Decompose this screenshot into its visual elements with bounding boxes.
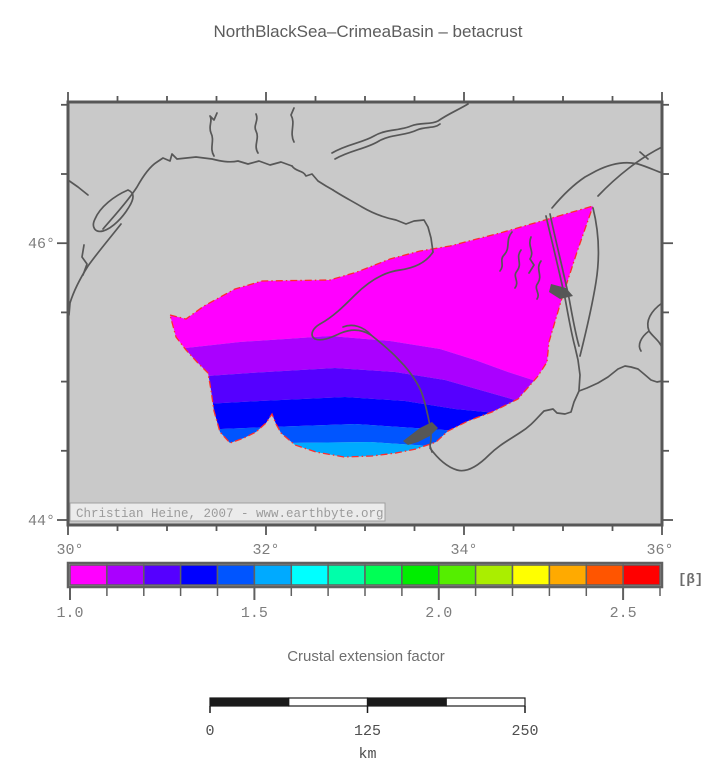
coast-northeast <box>551 146 663 209</box>
colorbar-cell <box>364 564 403 586</box>
lon-label-34: 34° <box>450 542 477 559</box>
colorbar-cell <box>69 564 108 586</box>
colorbar-cell <box>216 564 256 586</box>
coast-donuzlav-hook <box>342 324 372 336</box>
colorbar-cell <box>622 564 661 586</box>
colorbar-cell <box>290 564 329 586</box>
colorbar-cell <box>585 564 624 586</box>
watermark-text: Christian Heine, 2007 - www.earthbyte.or… <box>76 507 384 521</box>
colorbar-label-2.5: 2.5 <box>610 605 637 622</box>
coast-left-stub <box>67 179 89 196</box>
colorbar-cell <box>253 564 293 586</box>
colorbar-cell <box>143 564 182 586</box>
coast-tarkhankut <box>311 251 434 453</box>
figure-title: NorthBlackSea–CrimeaBasin – betacrust <box>214 22 523 41</box>
scale-label-125: 125 <box>354 723 381 740</box>
colorbar-label-2.0: 2.0 <box>425 605 452 622</box>
coast-south-crimea <box>429 365 663 472</box>
scale-segment-black <box>209 697 290 707</box>
colorbar-cell <box>401 564 440 586</box>
estuary-line-b <box>334 123 441 160</box>
scale-segment-white <box>288 697 369 707</box>
lon-label-36: 36° <box>646 542 673 559</box>
sivash-arrow <box>549 284 573 299</box>
colorbar-unit-label: [β] <box>678 572 703 588</box>
colorbar-cell <box>474 564 514 586</box>
coast-top-squiggle <box>290 107 295 143</box>
colorbar: 1.0 1.5 2.0 2.5 [β] <box>56 561 703 622</box>
river-bug <box>209 112 218 157</box>
lon-ticks-top <box>67 92 663 101</box>
river-dnieper <box>254 113 259 154</box>
sivash-squiggles <box>499 231 542 300</box>
coast-west-diagonal <box>68 223 122 316</box>
band-1.1-1.2 <box>170 336 593 412</box>
coastlines <box>67 103 663 472</box>
arabat-spit-a <box>545 215 581 391</box>
estuary-line-a <box>331 103 469 154</box>
coast-north-main <box>102 153 293 230</box>
basin-outline <box>169 205 595 458</box>
lon-label-32: 32° <box>252 542 279 559</box>
sevastopol-wedge <box>403 422 438 445</box>
colorbar-cell <box>106 564 145 586</box>
colorbar-cell <box>179 564 219 586</box>
scale-bar: 0 125 250 km <box>205 697 539 763</box>
lat-label-46: 46° <box>28 236 55 253</box>
scale-segment-white <box>445 697 526 707</box>
colorbar-cell <box>548 564 588 586</box>
scale-unit-label: km <box>358 746 376 763</box>
map-frame <box>66 100 664 527</box>
scale-label-250: 250 <box>511 723 538 740</box>
coast-karkinit <box>332 189 434 253</box>
coast-dniester-lagoon <box>92 189 134 233</box>
arabat-outer <box>579 207 600 357</box>
scale-segment-black <box>366 697 447 707</box>
colorbar-caption: Crustal extension factor <box>287 648 445 665</box>
lat-ticks-right <box>663 103 673 521</box>
lat-ticks-left <box>57 103 67 521</box>
colorbar-cell <box>438 564 477 586</box>
coast-estuary-mouth <box>291 165 334 191</box>
lon-label-30: 30° <box>56 542 83 559</box>
watermark-box <box>69 502 386 522</box>
colorbar-label-1.0: 1.0 <box>56 605 83 622</box>
coast-east-squiggles <box>638 302 663 352</box>
colorbar-ticks <box>69 587 661 600</box>
colorbar-cell <box>327 564 366 586</box>
lat-label-44: 44° <box>28 513 55 530</box>
scale-label-0: 0 <box>205 723 214 740</box>
colorbar-label-1.5: 1.5 <box>241 605 268 622</box>
colorbar-cell <box>511 564 551 586</box>
arabat-spit-b <box>549 213 580 347</box>
lon-ticks-bottom <box>67 526 663 535</box>
